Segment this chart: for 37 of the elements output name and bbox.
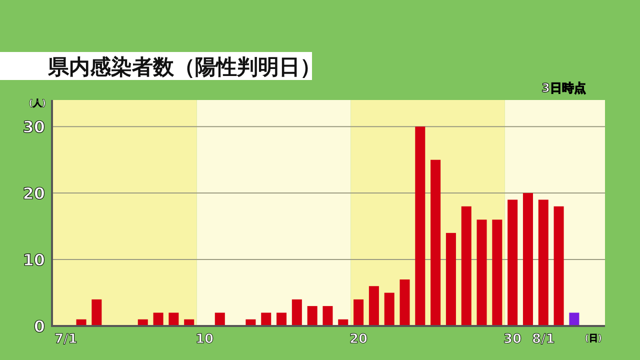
- x-axis-title: (日): [584, 333, 602, 344]
- y-tick-label: 30: [22, 118, 45, 137]
- y-tick-label: 10: [22, 250, 45, 270]
- bar: [508, 200, 518, 326]
- bar: [538, 200, 548, 326]
- bar: [214, 312, 225, 326]
- bar: [554, 206, 564, 326]
- bar: [430, 160, 441, 326]
- bar: [461, 206, 472, 326]
- bar: [400, 279, 410, 326]
- bar: [168, 312, 179, 326]
- bar: [261, 312, 272, 326]
- y-axis-title: (人): [28, 98, 46, 109]
- x-tick-label: 10: [195, 332, 214, 347]
- bar: [368, 286, 379, 326]
- bar: [569, 312, 580, 326]
- x-tick-label: 8/1: [532, 332, 555, 347]
- chart-title: 県内感染者数（陽性判明日）: [47, 55, 321, 79]
- bar: [522, 193, 533, 326]
- bar: [276, 312, 287, 326]
- bar: [492, 220, 502, 326]
- bar: [415, 126, 426, 326]
- bar: [446, 232, 456, 326]
- x-tick-label: 20: [349, 332, 368, 347]
- bar: [476, 220, 487, 326]
- bar: [384, 292, 394, 326]
- bar: [307, 306, 318, 326]
- x-tick-label: 30: [504, 332, 522, 347]
- bar: [354, 299, 364, 326]
- bar: [92, 299, 102, 326]
- y-tick-label: 0: [34, 317, 45, 336]
- bar: [322, 306, 333, 326]
- x-tick-label: 7/1: [54, 332, 78, 347]
- y-tick-label: 20: [22, 184, 45, 204]
- bar: [153, 312, 164, 326]
- bar: [292, 299, 302, 326]
- text: 3日時点: [542, 81, 586, 95]
